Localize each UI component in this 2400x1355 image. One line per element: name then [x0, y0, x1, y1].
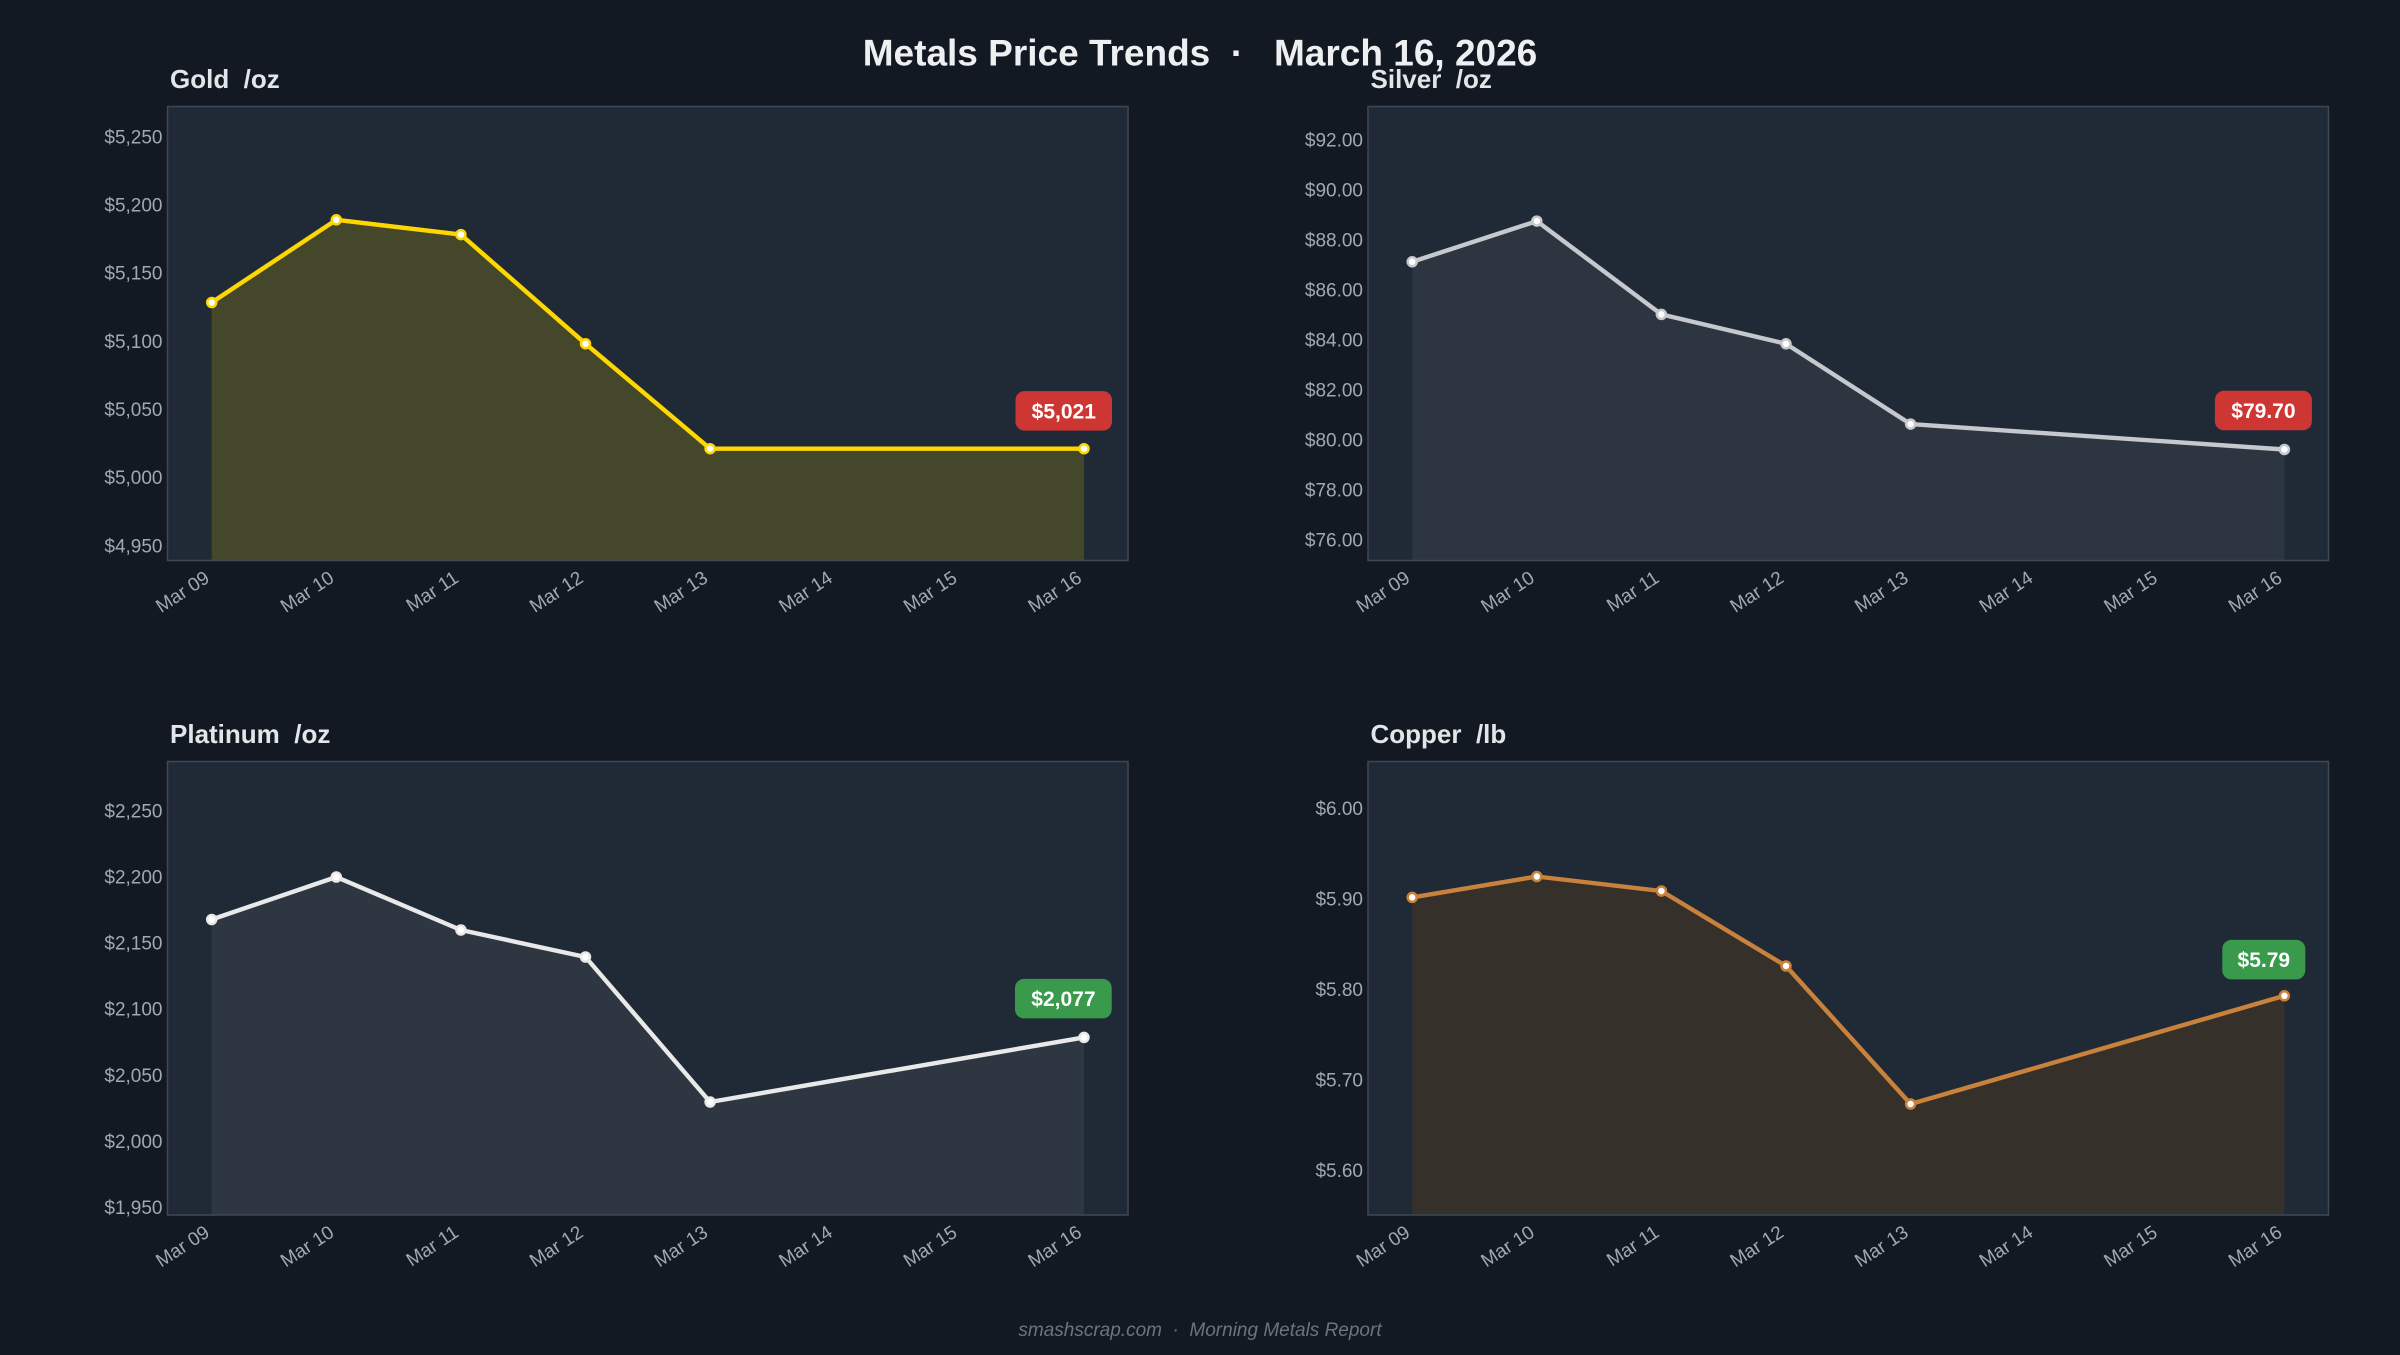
svg-text:$2,100: $2,100 [104, 1000, 162, 1021]
svg-text:$5,200: $5,200 [104, 196, 162, 217]
svg-text:Silver /oz: Silver /oz [1371, 64, 1492, 94]
svg-text:Copper /lb: Copper /lb [1371, 719, 1507, 749]
svg-text:$5,021: $5,021 [1032, 400, 1097, 423]
svg-text:Gold /oz: Gold /oz [170, 64, 280, 94]
svg-text:$79.70: $79.70 [2231, 400, 2295, 423]
svg-text:$4,950: $4,950 [104, 536, 162, 557]
svg-text:$5.90: $5.90 [1315, 890, 1363, 911]
svg-text:$5.80: $5.80 [1315, 980, 1363, 1001]
svg-text:$5,050: $5,050 [104, 400, 162, 421]
svg-text:$2,077: $2,077 [1031, 988, 1095, 1011]
svg-text:$5,250: $5,250 [104, 127, 162, 148]
svg-text:$78.00: $78.00 [1305, 480, 1363, 501]
svg-text:Platinum /oz: Platinum /oz [170, 719, 330, 749]
svg-text:$5.60: $5.60 [1315, 1161, 1363, 1182]
svg-text:$5.79: $5.79 [2238, 949, 2291, 972]
svg-text:$2,250: $2,250 [104, 802, 162, 823]
svg-text:$92.00: $92.00 [1305, 130, 1363, 151]
svg-text:$5.70: $5.70 [1315, 1071, 1363, 1092]
svg-text:$2,150: $2,150 [104, 934, 162, 955]
svg-text:$76.00: $76.00 [1305, 530, 1363, 551]
svg-text:$1,950: $1,950 [104, 1198, 162, 1219]
svg-text:$86.00: $86.00 [1305, 280, 1363, 301]
svg-text:$6.00: $6.00 [1315, 799, 1363, 820]
svg-text:$84.00: $84.00 [1305, 330, 1363, 351]
svg-text:$90.00: $90.00 [1305, 180, 1363, 201]
svg-text:$2,200: $2,200 [104, 868, 162, 889]
svg-text:$88.00: $88.00 [1305, 230, 1363, 251]
svg-text:$2,050: $2,050 [104, 1066, 162, 1087]
svg-text:$5,000: $5,000 [104, 468, 162, 489]
svg-text:$2,000: $2,000 [104, 1132, 162, 1153]
svg-text:smashscrap.com · Morning Met: smashscrap.com · Morning Metals Report [1018, 1320, 1382, 1341]
svg-text:$82.00: $82.00 [1305, 380, 1363, 401]
svg-text:$5,150: $5,150 [104, 264, 162, 285]
svg-text:$5,100: $5,100 [104, 332, 162, 353]
svg-text:Metals Price Trends · March: Metals Price Trends · March 16, 2026 [863, 33, 1538, 74]
svg-text:$80.00: $80.00 [1305, 430, 1363, 451]
